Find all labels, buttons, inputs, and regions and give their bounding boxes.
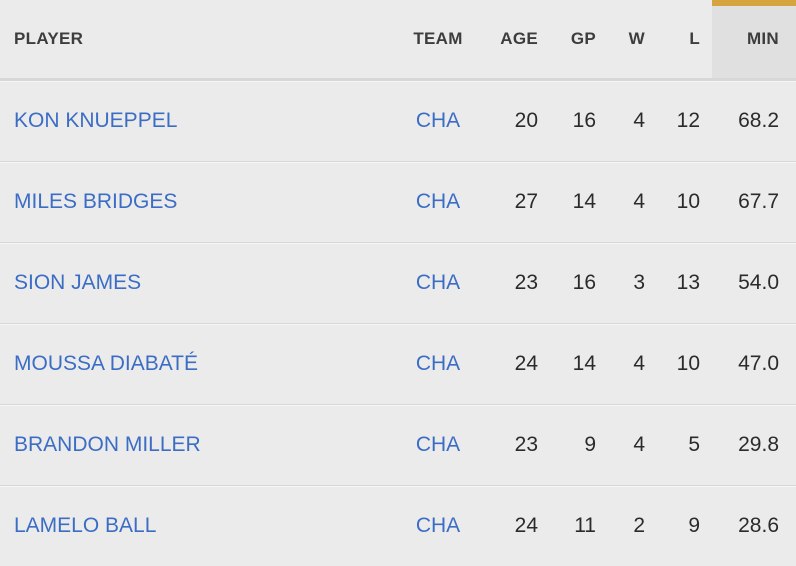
w-cell: 2 [633, 514, 645, 537]
player-link[interactable]: SION JAMES [14, 271, 142, 294]
team-cell: CHA [396, 324, 480, 404]
l-cell: 13 [676, 271, 700, 294]
player-cell: SION JAMES [0, 243, 396, 323]
team-link[interactable]: CHA [415, 352, 461, 375]
table-row: MILES BRIDGES CHA 27 14 4 10 67.7 [0, 161, 796, 242]
w-cell: 4 [633, 190, 645, 213]
team-link[interactable]: CHA [415, 190, 461, 213]
l-cell: 10 [676, 190, 700, 213]
team-cell: CHA [396, 486, 480, 566]
player-cell: BRANDON MILLER [0, 405, 396, 485]
player-cell: LAMELO BALL [0, 486, 396, 566]
age-cell: 23 [514, 271, 538, 294]
l-cell: 5 [688, 433, 700, 456]
team-cell: CHA [396, 81, 480, 161]
team-cell: CHA [396, 243, 480, 323]
team-link[interactable]: CHA [415, 433, 461, 456]
age-cell: 27 [514, 190, 538, 213]
l-cell: 9 [688, 514, 700, 537]
min-cell: 29.8 [738, 433, 779, 456]
table-row: SION JAMES CHA 23 16 3 13 54.0 [0, 242, 796, 323]
column-header-team[interactable]: TEAM [413, 29, 463, 48]
player-link[interactable]: BRANDON MILLER [14, 433, 201, 456]
table-row: MOUSSA DIABATÉ CHA 24 14 4 10 47.0 [0, 323, 796, 404]
player-link[interactable]: MOUSSA DIABATÉ [14, 352, 198, 375]
column-header-min-label: MIN [746, 29, 779, 48]
player-cell: MOUSSA DIABATÉ [0, 324, 396, 404]
min-cell: 68.2 [738, 109, 779, 132]
w-cell: 4 [633, 352, 645, 375]
age-cell: 24 [514, 352, 538, 375]
table-header-row: PLAYER TEAM AGE GP W L MIN [0, 0, 796, 80]
player-cell: KON KNUEPPEL [0, 81, 396, 161]
column-header-min-sorted[interactable]: MIN [712, 0, 796, 78]
table-body: KON KNUEPPEL CHA 20 16 4 12 68.2 MILES BRIDGES C… [0, 80, 796, 566]
column-header-age[interactable]: AGE [500, 29, 538, 48]
gp-cell: 16 [572, 271, 596, 294]
age-cell: 23 [514, 433, 538, 456]
table-row: LAMELO BALL CHA 24 11 2 9 28.6 [0, 485, 796, 566]
gp-cell: 9 [584, 433, 596, 456]
team-cell: CHA [396, 162, 480, 242]
team-link[interactable]: CHA [415, 514, 461, 537]
w-cell: 3 [633, 271, 645, 294]
age-cell: 20 [514, 109, 538, 132]
sort-indicator [712, 0, 796, 6]
player-link[interactable]: LAMELO BALL [14, 514, 157, 537]
min-cell: 28.6 [738, 514, 779, 537]
column-header-player[interactable]: PLAYER [14, 29, 84, 48]
min-cell: 54.0 [738, 271, 779, 294]
player-link[interactable]: KON KNUEPPEL [14, 109, 178, 132]
gp-cell: 14 [572, 190, 596, 213]
column-header-gp[interactable]: GP [570, 29, 596, 48]
w-cell: 4 [633, 433, 645, 456]
gp-cell: 16 [572, 109, 596, 132]
table-row: BRANDON MILLER CHA 23 9 4 5 29.8 [0, 404, 796, 485]
team-cell: CHA [396, 405, 480, 485]
min-cell: 67.7 [738, 190, 779, 213]
min-cell: 47.0 [738, 352, 779, 375]
gp-cell: 14 [572, 352, 596, 375]
l-cell: 12 [676, 109, 700, 132]
player-cell: MILES BRIDGES [0, 162, 396, 242]
team-link[interactable]: CHA [415, 271, 461, 294]
gp-cell: 11 [574, 514, 596, 537]
w-cell: 4 [633, 109, 645, 132]
team-link[interactable]: CHA [415, 109, 461, 132]
table-row: KON KNUEPPEL CHA 20 16 4 12 68.2 [0, 80, 796, 161]
column-header-l[interactable]: L [689, 29, 700, 48]
l-cell: 10 [676, 352, 700, 375]
age-cell: 24 [514, 514, 538, 537]
column-header-w[interactable]: W [628, 29, 645, 48]
player-link[interactable]: MILES BRIDGES [14, 190, 178, 213]
